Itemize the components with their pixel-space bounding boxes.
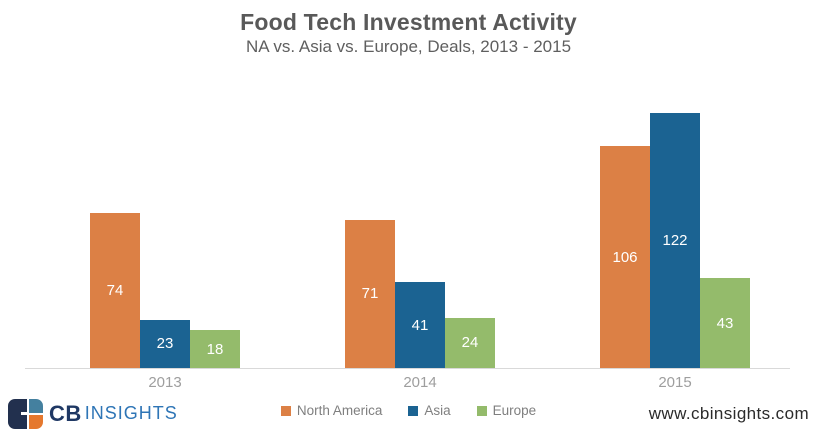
logo-text-insights: INSIGHTS [84,403,178,423]
x-axis-label-2014: 2014 [403,374,437,391]
cbinsights-logo-icon [8,398,43,429]
plot-area: 74 23 18 71 41 24 106 122 43 [25,113,790,369]
legend-label-north-america: North America [296,403,383,418]
legend-swatch-north-america [280,405,291,416]
bar-value-label: 122 [662,232,688,249]
logo-orange-block [29,414,43,429]
legend-item-asia: Asia [408,403,451,418]
bar-value-label: 18 [206,340,224,358]
bar-asia-2013: 23 [140,319,190,368]
legend-label-asia: Asia [424,403,451,418]
bar-value-label: 71 [361,285,379,303]
bar-value-label: 23 [156,335,174,353]
legend-label-europe: Europe [492,403,537,418]
bar-europe-2014: 24 [445,317,495,368]
bar-group-2014: 71 41 24 [345,219,495,368]
x-axis-label-2013: 2013 [148,374,182,391]
chart-subtitle: NA vs. Asia vs. Europe, Deals, 2013 - 20… [245,37,572,56]
logo-text-cb: CB [49,400,82,426]
bar-europe-2013: 18 [190,330,240,368]
legend-item-north-america: North America [280,403,383,418]
bar-group-2013: 74 23 18 [90,213,240,368]
legend-swatch-europe [476,405,487,416]
bar-north-america-2013: 74 [90,213,140,368]
x-axis-label-2015: 2015 [658,374,692,391]
bar-europe-2015: 43 [700,278,750,368]
chart-title: Food Tech Investment Activity [240,9,577,35]
legend-item-europe: Europe [476,403,537,418]
logo-navy-block [8,398,27,429]
bar-north-america-2015: 106 [600,146,650,368]
bar-asia-2014: 41 [395,282,445,368]
cbinsights-logo: CB INSIGHTS [8,397,178,430]
bar-group-2015: 106 122 43 [600,113,750,368]
bar-value-label: 106 [612,248,638,266]
bar-north-america-2014: 71 [345,219,395,368]
logo-notch [21,412,27,415]
bar-value-label: 24 [461,334,479,352]
logo-teal-block [29,398,43,413]
bar-value-label: 74 [106,282,124,300]
bar-asia-2015: 122 [650,113,700,368]
bar-value-label: 43 [716,314,734,332]
legend-swatch-asia [408,405,419,416]
website-url: www.cbinsights.com [648,404,809,423]
chart-legend: North America Asia Europe [0,403,817,418]
bar-value-label: 41 [411,316,429,334]
